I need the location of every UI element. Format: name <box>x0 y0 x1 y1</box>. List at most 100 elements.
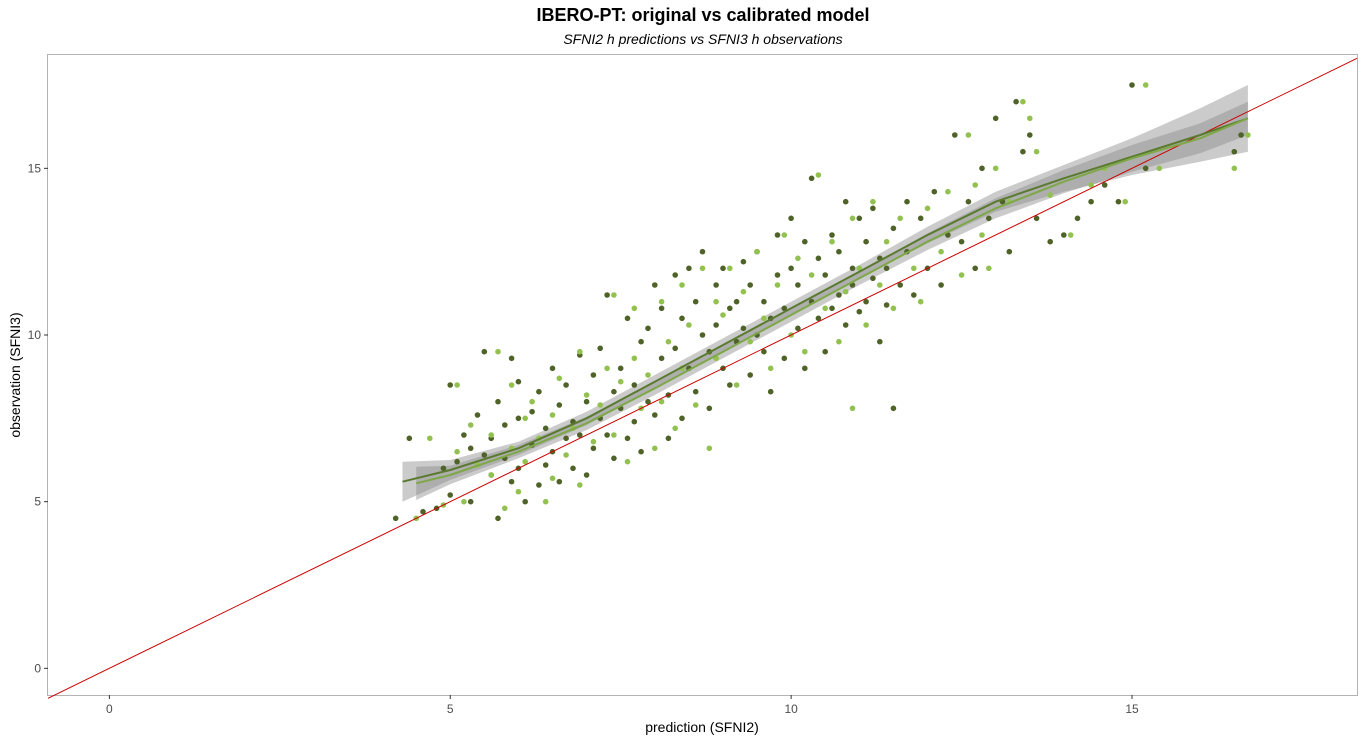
plot-panel-border <box>47 54 1358 696</box>
data-point <box>1088 182 1094 188</box>
data-point <box>502 505 508 512</box>
data-point <box>645 372 651 378</box>
data-point <box>1006 248 1013 255</box>
data-point <box>1231 165 1238 172</box>
reference-line-group <box>47 57 1358 699</box>
data-point <box>604 365 610 372</box>
data-point <box>556 402 563 408</box>
data-point <box>1020 98 1026 105</box>
data-point <box>590 445 597 452</box>
data-point <box>420 508 426 515</box>
data-point <box>699 332 706 338</box>
data-point <box>788 215 794 222</box>
data-point <box>761 315 767 322</box>
data-point <box>897 282 903 288</box>
data-point <box>802 238 808 245</box>
data-point <box>863 238 869 245</box>
data-point <box>631 382 638 388</box>
data-point <box>727 382 733 388</box>
data-point <box>692 298 699 305</box>
data-point <box>467 445 474 452</box>
data-point <box>1033 148 1040 155</box>
data-point <box>542 425 549 432</box>
data-point <box>1020 148 1026 155</box>
data-point <box>897 215 903 222</box>
data-point <box>611 388 617 395</box>
data-point <box>842 288 849 295</box>
y-tick-label: 5 <box>34 495 41 509</box>
confidence-band-2 <box>402 85 1248 502</box>
data-point <box>958 238 965 245</box>
data-point <box>761 348 767 355</box>
data-point <box>836 248 842 255</box>
data-point <box>815 315 822 322</box>
data-point <box>747 372 753 378</box>
data-point <box>638 448 644 455</box>
data-point <box>542 462 549 468</box>
data-point <box>692 402 699 408</box>
reference-line <box>47 57 1358 699</box>
data-point <box>522 415 528 422</box>
data-point <box>781 232 788 238</box>
data-point <box>877 338 883 345</box>
data-point <box>1231 148 1238 155</box>
data-point <box>672 425 678 432</box>
data-point <box>542 498 549 505</box>
data-point <box>829 305 835 312</box>
data-point <box>1088 198 1094 205</box>
data-point <box>645 398 651 405</box>
data-point <box>1027 132 1033 138</box>
data-point <box>536 388 542 395</box>
x-tick-label: 15 <box>1125 702 1139 716</box>
data-point <box>692 388 699 395</box>
data-point <box>467 422 474 428</box>
data-point <box>454 458 460 465</box>
data-point <box>672 345 678 352</box>
data-point <box>522 458 528 465</box>
data-point <box>720 312 726 318</box>
data-point <box>617 378 624 385</box>
data-point <box>917 298 924 305</box>
data-point <box>508 478 515 485</box>
data-point <box>890 305 897 312</box>
data-point <box>740 325 747 332</box>
data-point <box>392 515 399 522</box>
data-point <box>802 348 808 355</box>
data-point <box>774 232 781 238</box>
data-point <box>495 515 501 522</box>
data-point <box>842 198 849 205</box>
data-point <box>624 315 631 322</box>
data-point <box>440 465 447 472</box>
y-tick-label: 0 <box>34 661 41 675</box>
data-point <box>502 422 508 428</box>
data-point <box>877 282 883 288</box>
data-point <box>529 398 535 405</box>
data-point <box>1129 82 1135 88</box>
data-point <box>842 322 849 328</box>
smooth-curve-3 <box>415 117 1249 485</box>
data-point <box>508 382 515 388</box>
x-axis-title: prediction (SFNI2) <box>645 719 759 735</box>
data-point <box>652 412 658 418</box>
data-point <box>1238 132 1244 138</box>
data-point <box>733 382 740 388</box>
data-point <box>665 338 672 345</box>
y-tick-label: 15 <box>28 161 42 175</box>
y-axis: 0 5 10 15 <box>28 161 48 675</box>
data-point <box>815 255 822 262</box>
data-point <box>911 292 917 298</box>
data-point <box>720 265 726 272</box>
data-point <box>836 338 842 345</box>
data-point <box>631 305 638 312</box>
chart-title: IBERO-PT: original vs calibrated model <box>536 5 870 25</box>
data-point <box>870 205 876 212</box>
data-point <box>597 402 603 408</box>
data-point <box>986 265 992 272</box>
data-point <box>938 248 944 255</box>
data-point <box>822 272 828 278</box>
data-point <box>781 355 788 362</box>
data-point <box>965 132 972 138</box>
data-point <box>563 435 569 442</box>
data-point <box>972 265 978 272</box>
data-point <box>536 482 542 488</box>
